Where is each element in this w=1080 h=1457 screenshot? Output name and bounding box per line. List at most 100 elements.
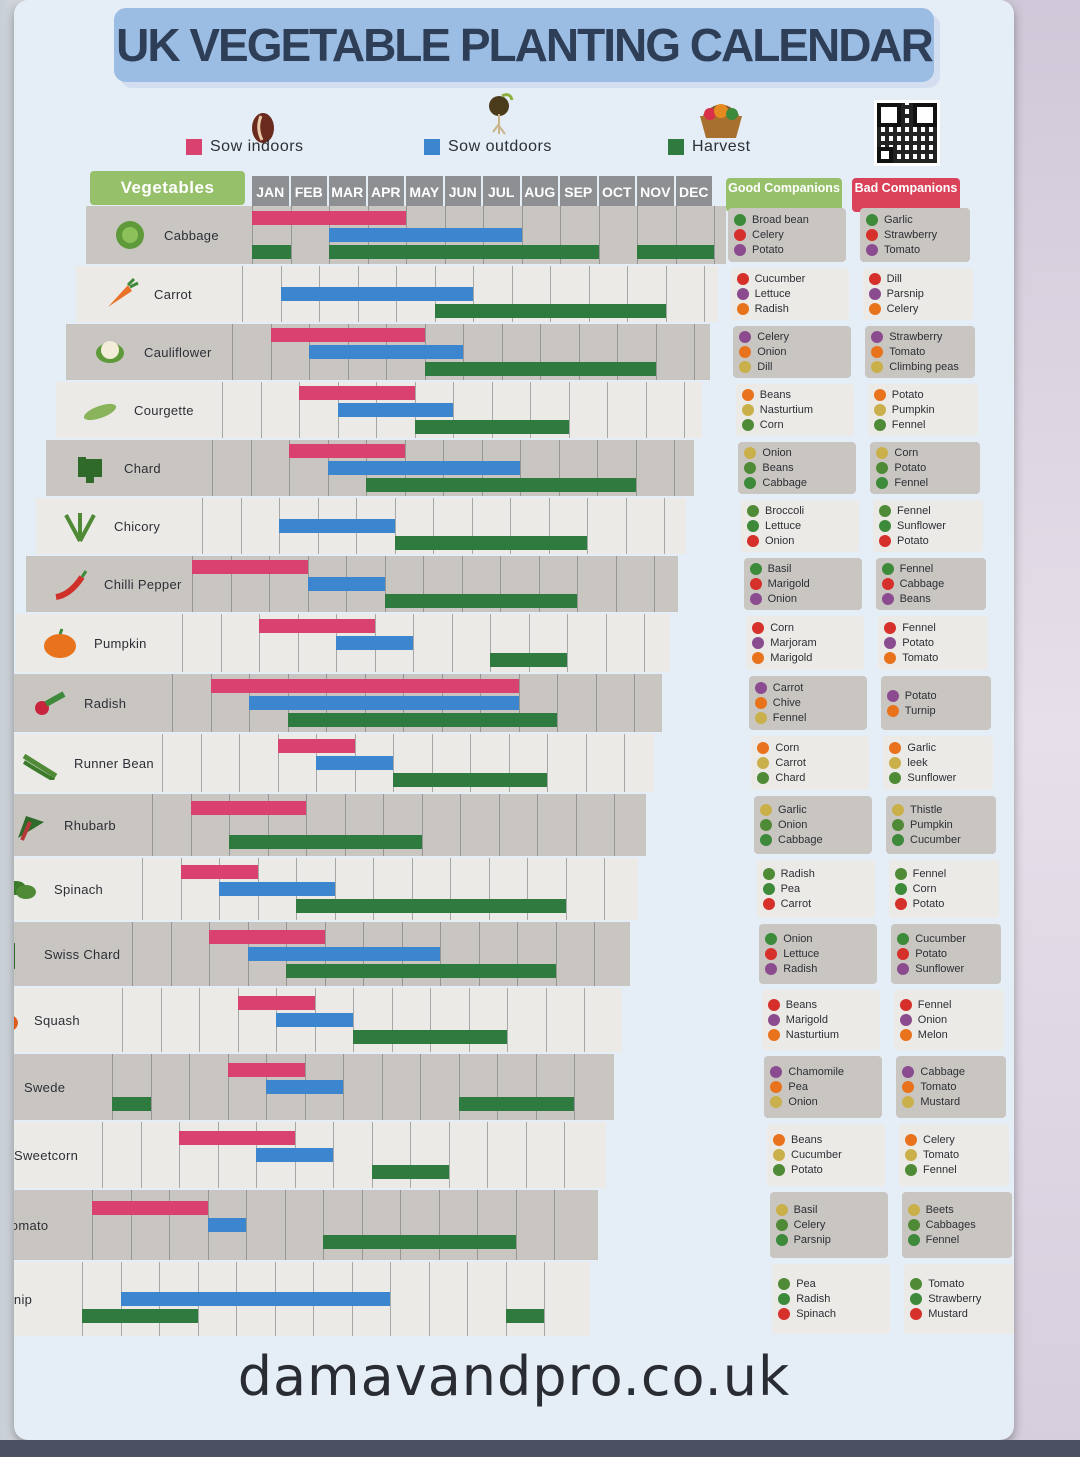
companion-item: Potato: [886, 689, 985, 703]
companion-name: Thistle: [910, 804, 943, 816]
sow-outdoors-bar: [249, 696, 519, 710]
companion-plant-icon: [760, 834, 772, 846]
harvest-bar: [434, 304, 666, 318]
sow-outdoors-swatch: [424, 139, 440, 155]
companion-item: Beans: [767, 998, 874, 1012]
companion-plant-icon: [747, 520, 759, 532]
bad-companions-cell: Garlic Strawberry Tomato: [860, 208, 970, 262]
vegetable-cell: Sweetcorn: [14, 1122, 78, 1188]
companion-name: Mustard: [928, 1308, 968, 1320]
companion-item: Potato: [876, 461, 974, 475]
companion-plant-icon: [884, 652, 897, 664]
companion-name: Strawberry: [884, 229, 938, 241]
harvest-basket-icon: [700, 104, 742, 138]
companion-plant-icon: [905, 1149, 917, 1161]
companion-plant-icon: [741, 389, 754, 401]
companion-name: Potato: [894, 462, 927, 474]
sow-indoors-bar: [299, 386, 415, 400]
companion-name: Cabbage: [762, 477, 808, 489]
companion-plant-icon: [899, 999, 912, 1011]
companion-plant-icon: [775, 1204, 788, 1216]
companion-name: Lettuce: [783, 948, 820, 960]
companion-item: Potato: [894, 897, 993, 911]
companion-plant-icon: [866, 244, 878, 256]
website-footer[interactable]: damavandpro.co.uk: [237, 1345, 791, 1408]
vegetable-name: Sweetcorn: [14, 1147, 79, 1163]
companion-item: leek: [889, 756, 987, 770]
companion-item: Cucumber: [773, 1148, 879, 1162]
companion-plant-icon: [765, 948, 778, 960]
vegetable-name: Radish: [84, 695, 127, 711]
good-companions-cell: Broad bean Celery Potato: [728, 208, 846, 262]
vegetable-name: Chard: [124, 460, 161, 476]
companion-item: Onion: [747, 534, 853, 548]
companion-item: Strawberry: [871, 330, 969, 344]
companion-item: Parsnip: [868, 287, 967, 301]
companion-plant-icon: [752, 652, 765, 664]
companion-name: Celery: [923, 1134, 955, 1146]
companion-item: Sunflower: [879, 519, 977, 533]
companion-plant-icon: [881, 578, 894, 590]
companion-plant-icon: [868, 288, 881, 300]
companion-name: Pumpkin: [891, 404, 935, 416]
companion-plant-icon: [778, 1293, 791, 1305]
vegetable-cell: Pumpkin: [40, 614, 147, 672]
harvest-bar: [82, 1309, 198, 1323]
vegetable-name: Cabbage: [164, 227, 219, 243]
companion-item: Cabbage: [744, 476, 850, 490]
companion-name: Carrot: [780, 898, 812, 910]
companion-name: Tomato: [928, 1278, 965, 1290]
vegetable-cell: Chicory: [60, 498, 160, 554]
bad-companions-cell: Potato Pumpkin Fennel: [867, 384, 978, 436]
sprouting-seed-icon: [489, 93, 514, 135]
calendar-sheet: UK VEGETABLE PLANTING CALENDAR Sow indoo…: [14, 0, 1014, 1440]
vegetable-cell: Squash: [14, 988, 80, 1052]
companion-plant-icon: [886, 704, 899, 717]
harvest-bar: [353, 1030, 507, 1044]
companion-item: Celery: [868, 302, 967, 316]
companion-item: Radish: [762, 867, 869, 881]
legend: Sow indoors Sow outdoors Harvest: [14, 93, 1014, 168]
companion-plant-icon: [744, 447, 757, 459]
companion-name: Chive: [772, 697, 801, 709]
companion-name: Onion: [778, 819, 808, 831]
companion-item: Fennel: [899, 998, 998, 1012]
companion-name: Beans: [791, 1134, 823, 1146]
chard-icon: [70, 451, 110, 485]
sow-indoors-bar: [92, 1201, 208, 1215]
companion-plant-icon: [894, 898, 907, 910]
companion-item: Lettuce: [736, 287, 843, 301]
companion-plant-icon: [752, 637, 765, 649]
companion-item: Onion: [760, 818, 866, 832]
companion-item: Fennel: [754, 711, 861, 725]
sow-outdoors-bar: [279, 519, 395, 533]
companion-plant-icon: [871, 346, 884, 358]
companion-item: Onion: [739, 345, 845, 359]
companion-plant-icon: [873, 419, 886, 431]
companion-name: Cabbage: [920, 1066, 966, 1078]
good-companions-cell: Beans Cucumber Potato: [767, 1124, 885, 1186]
companion-plant-icon: [744, 462, 757, 474]
qr-code[interactable]: [874, 100, 940, 166]
companion-name: Pumpkin: [910, 819, 953, 831]
companion-plant-icon: [873, 389, 886, 401]
sow-indoors-bar: [192, 560, 308, 574]
companion-item: Cabbage: [881, 577, 980, 591]
vegetable-row: Spinach Radish Pea Carrot Fennel Corn Potato: [14, 858, 1014, 920]
harvest-bar: [252, 245, 291, 259]
sow-indoors-bar: [289, 444, 405, 458]
chilli-pepper-icon: [50, 567, 90, 601]
companion-item: Cucumber: [736, 272, 843, 286]
companion-plant-icon: [866, 229, 878, 241]
harvest-bar: [490, 653, 567, 667]
companion-plant-icon: [902, 1066, 915, 1078]
vegetable-row: Tomato Basil Celery Parsnip Beets Cabbages Fen…: [14, 1190, 1014, 1260]
companion-item: Marigold: [767, 1013, 874, 1027]
companion-item: Sunflower: [889, 771, 987, 785]
sow-indoors-swatch: [186, 139, 202, 155]
companion-name: Tomato: [920, 1081, 957, 1093]
legend-harvest: Harvest: [668, 138, 751, 156]
companion-item: Dill: [739, 360, 845, 374]
good-companions-cell: Pea Radish Spinach: [772, 1264, 891, 1334]
companion-name: Strawberry: [928, 1293, 982, 1305]
